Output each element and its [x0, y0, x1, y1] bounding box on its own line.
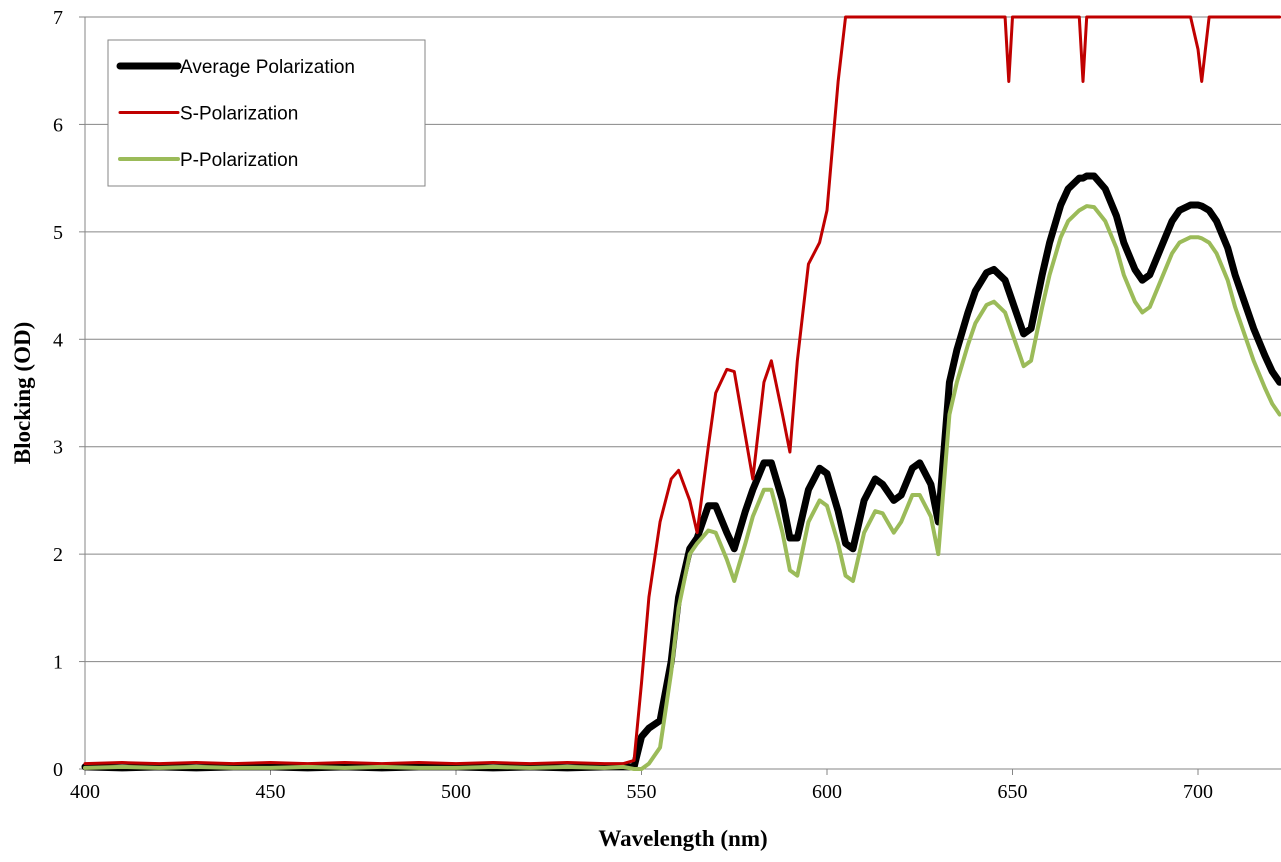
series-line [83, 204, 1281, 771]
y-tick-label: 5 [53, 222, 63, 244]
series-line [83, 15, 1281, 766]
x-tick-label: 400 [70, 781, 100, 803]
x-tick-label: 450 [256, 781, 286, 803]
series-line [81, 172, 1281, 772]
y-tick-label: 3 [53, 437, 63, 459]
legend-label: Average Polarization [180, 57, 355, 78]
x-tick-label: 700 [1183, 781, 1213, 803]
y-tick-label: 6 [53, 114, 63, 136]
plot-area [81, 15, 1281, 772]
x-tick-label: 600 [812, 781, 842, 803]
x-tick-label: 650 [998, 781, 1028, 803]
y-tick-label: 2 [53, 544, 63, 566]
y-tick-label: 1 [53, 652, 63, 674]
x-tick-label: 500 [441, 781, 471, 803]
x-tick-label: 550 [627, 781, 657, 803]
legend: Average Polarization S-Polarization P-Pola… [107, 39, 426, 187]
y-axis-title: Blocking (OD) [10, 322, 35, 464]
y-tick-label: 0 [53, 759, 63, 781]
y-tick-label: 7 [53, 7, 63, 29]
legend-label: P-Polarization [180, 150, 298, 171]
y-tick-label: 4 [53, 329, 63, 351]
x-axis-title: Wavelength (nm) [598, 826, 767, 851]
legend-label: S-Polarization [180, 104, 298, 125]
